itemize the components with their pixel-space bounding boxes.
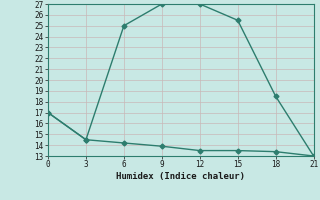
X-axis label: Humidex (Indice chaleur): Humidex (Indice chaleur) bbox=[116, 172, 245, 181]
